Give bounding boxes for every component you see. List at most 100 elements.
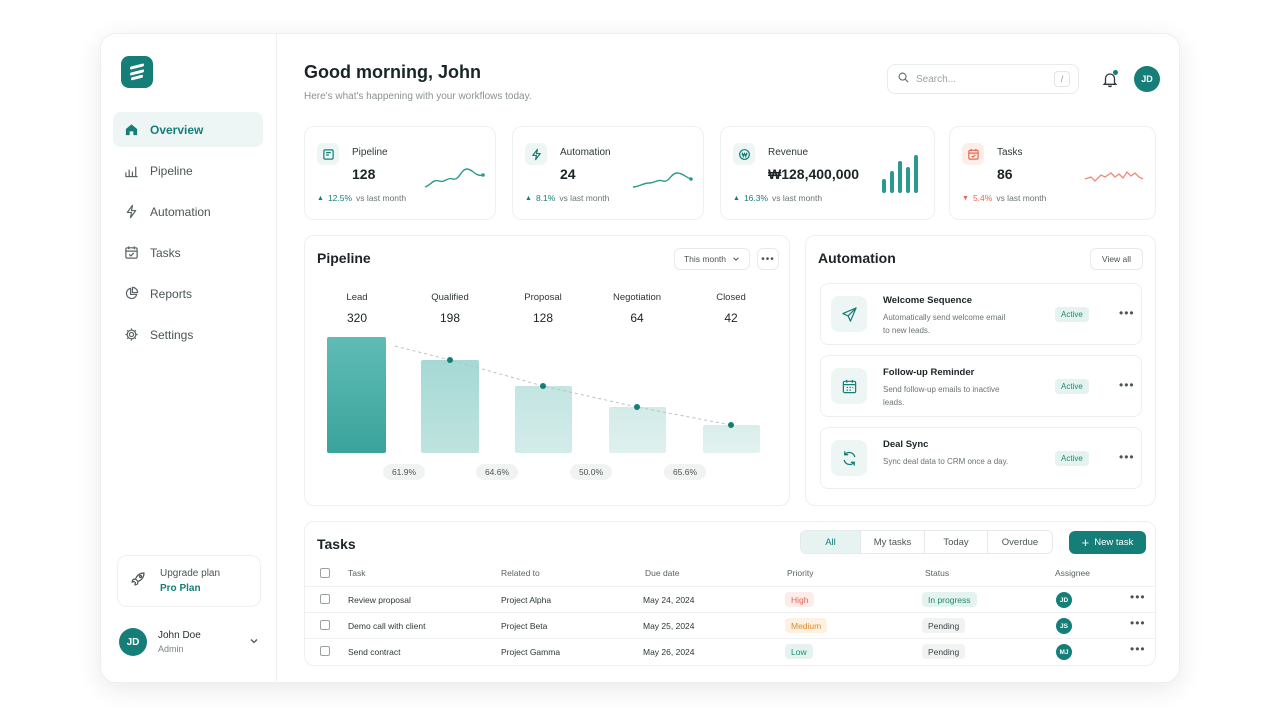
range-select[interactable]: This month xyxy=(674,248,750,270)
stage-label: Negotiation xyxy=(612,292,662,303)
kpi-delta: ▲ 16.3% vs last month xyxy=(733,193,822,203)
chevron-down-icon[interactable] xyxy=(249,633,259,651)
conversion-rate: 61.9% xyxy=(383,464,425,480)
sidebar: Overview Pipeline Automation Tasks xyxy=(101,34,277,682)
bar-chart-icon xyxy=(123,163,139,179)
sidebar-item-settings[interactable]: Settings xyxy=(113,317,263,352)
tab-all[interactable]: All xyxy=(801,531,861,553)
currency-icon xyxy=(733,143,755,165)
tab-today[interactable]: Today xyxy=(925,531,988,553)
row-checkbox[interactable] xyxy=(320,594,330,604)
panel-title: Pipeline xyxy=(317,250,371,266)
kpi-card-tasks[interactable]: Tasks 86 ▼ 5.4% vs last month xyxy=(949,126,1156,220)
column-header-status[interactable]: Status xyxy=(925,568,950,578)
automation-item[interactable]: Deal Sync Sync deal data to CRM once a d… xyxy=(820,427,1142,489)
select-all-checkbox[interactable] xyxy=(320,568,330,578)
trend-point xyxy=(728,422,734,428)
more-icon[interactable]: ••• xyxy=(1119,450,1135,464)
status-badge: In progress xyxy=(922,592,977,607)
view-all-button[interactable]: View all xyxy=(1090,248,1143,270)
user-menu[interactable]: JD John Doe Admin xyxy=(119,626,259,658)
sidebar-item-label: Overview xyxy=(150,122,204,137)
pipeline-stage: Lead 320 xyxy=(312,292,402,325)
logo-icon[interactable] xyxy=(121,56,153,88)
kpi-delta: ▲ 8.1% vs last month xyxy=(525,193,609,203)
task-due-date: May 26, 2024 xyxy=(643,647,695,657)
automation-item[interactable]: Welcome Sequence Automatically send welc… xyxy=(820,283,1142,345)
column-header-due-date[interactable]: Due date xyxy=(645,568,680,578)
more-icon[interactable]: ••• xyxy=(1119,378,1135,392)
chevron-down-icon xyxy=(733,257,739,261)
row-checkbox[interactable] xyxy=(320,620,330,630)
conversion-rate: 65.6% xyxy=(664,464,706,480)
more-icon[interactable]: ••• xyxy=(1119,306,1135,320)
kpi-value: ₩128,400,000 xyxy=(768,166,860,182)
funnel-bar xyxy=(703,425,760,453)
task-filter-tabs: All My tasks Today Overdue xyxy=(800,530,1053,554)
tab-my-tasks[interactable]: My tasks xyxy=(861,531,925,553)
kpi-card-pipeline[interactable]: Pipeline 128 ▲ 12.5% vs last month xyxy=(304,126,496,220)
pipeline-panel: Pipeline This month ••• Lead 320 Qualifi… xyxy=(304,235,790,506)
notifications-button[interactable] xyxy=(1101,70,1119,88)
home-icon xyxy=(123,122,139,138)
sidebar-item-overview[interactable]: Overview xyxy=(113,112,263,147)
kpi-delta-value: 8.1% xyxy=(535,193,556,203)
sparkline xyxy=(424,168,485,188)
table-row[interactable]: Send contract Project Gamma May 26, 2024… xyxy=(305,638,1155,664)
page-subtitle: Here's what's happening with your workfl… xyxy=(304,91,532,102)
search-shortcut-hint: / xyxy=(1054,71,1070,87)
conversion-rate: 64.6% xyxy=(476,464,518,480)
row-checkbox[interactable] xyxy=(320,646,330,656)
automation-item[interactable]: Follow-up Reminder Send follow-up emails… xyxy=(820,355,1142,417)
search-box[interactable]: Search... / xyxy=(887,64,1079,94)
kpi-delta-value: 12.5% xyxy=(327,193,353,203)
automation-description: Send follow-up emails to inactive leads. xyxy=(883,385,1000,407)
more-icon[interactable]: ••• xyxy=(1130,590,1146,604)
automation-name: Welcome Sequence xyxy=(883,295,973,306)
assignee-avatar: JD xyxy=(1056,592,1072,608)
table-row[interactable]: Demo call with client Project Beta May 2… xyxy=(305,612,1155,638)
kpi-card-automation[interactable]: Automation 24 ▲ 8.1% vs last month xyxy=(512,126,704,220)
header-avatar[interactable]: JD xyxy=(1134,66,1160,92)
kpi-card-revenue[interactable]: Revenue ₩128,400,000 ▲ 16.3% vs last mon… xyxy=(720,126,935,220)
search-icon xyxy=(898,70,909,88)
sidebar-item-reports[interactable]: Reports xyxy=(113,276,263,311)
gear-icon xyxy=(123,327,139,343)
tab-overdue[interactable]: Overdue xyxy=(1001,536,1039,548)
automation-name: Follow-up Reminder xyxy=(883,367,975,378)
column-header-assignee[interactable]: Assignee xyxy=(1055,568,1090,578)
sidebar-item-tasks[interactable]: Tasks xyxy=(113,235,263,270)
more-icon[interactable]: ••• xyxy=(1130,616,1146,630)
kpi-title: Pipeline xyxy=(352,147,388,158)
new-task-button[interactable]: + New task xyxy=(1069,531,1146,554)
task-name: Demo call with client xyxy=(348,621,426,631)
sidebar-item-automation[interactable]: Automation xyxy=(113,194,263,229)
trend-point xyxy=(540,383,546,389)
sync-icon xyxy=(831,440,867,476)
upgrade-plan-card[interactable]: Upgrade plan Pro Plan xyxy=(117,555,261,607)
sidebar-item-label: Settings xyxy=(150,327,194,342)
more-icon[interactable]: ••• xyxy=(1130,642,1146,656)
stage-value: 64 xyxy=(630,311,644,325)
assignee-avatar: JS xyxy=(1056,618,1072,634)
more-options-button[interactable]: ••• xyxy=(757,248,779,270)
stage-value: 198 xyxy=(439,311,461,325)
kpi-delta-label: vs last month xyxy=(559,193,610,203)
arrow-up-icon: ▲ xyxy=(733,194,740,202)
kpi-value: 86 xyxy=(997,166,1013,182)
new-task-label: New task xyxy=(1094,537,1134,548)
sidebar-item-pipeline[interactable]: Pipeline xyxy=(113,153,263,188)
panel-title: Tasks xyxy=(317,536,356,552)
send-icon xyxy=(831,296,867,332)
status-badge: Active xyxy=(1055,307,1089,322)
column-header-task[interactable]: Task xyxy=(348,568,366,578)
table-row[interactable]: Review proposal Project Alpha May 24, 20… xyxy=(305,586,1155,612)
priority-badge: Medium xyxy=(785,618,828,633)
stage-value: 42 xyxy=(724,311,738,325)
search-input[interactable]: Search... xyxy=(916,73,957,85)
tasks-panel: Tasks All My tasks Today Overdue + New t… xyxy=(304,521,1156,666)
bell-icon xyxy=(1101,73,1119,92)
column-header-priority[interactable]: Priority xyxy=(787,568,814,578)
column-header-related[interactable]: Related to xyxy=(501,568,540,578)
task-due-date: May 24, 2024 xyxy=(643,595,695,605)
